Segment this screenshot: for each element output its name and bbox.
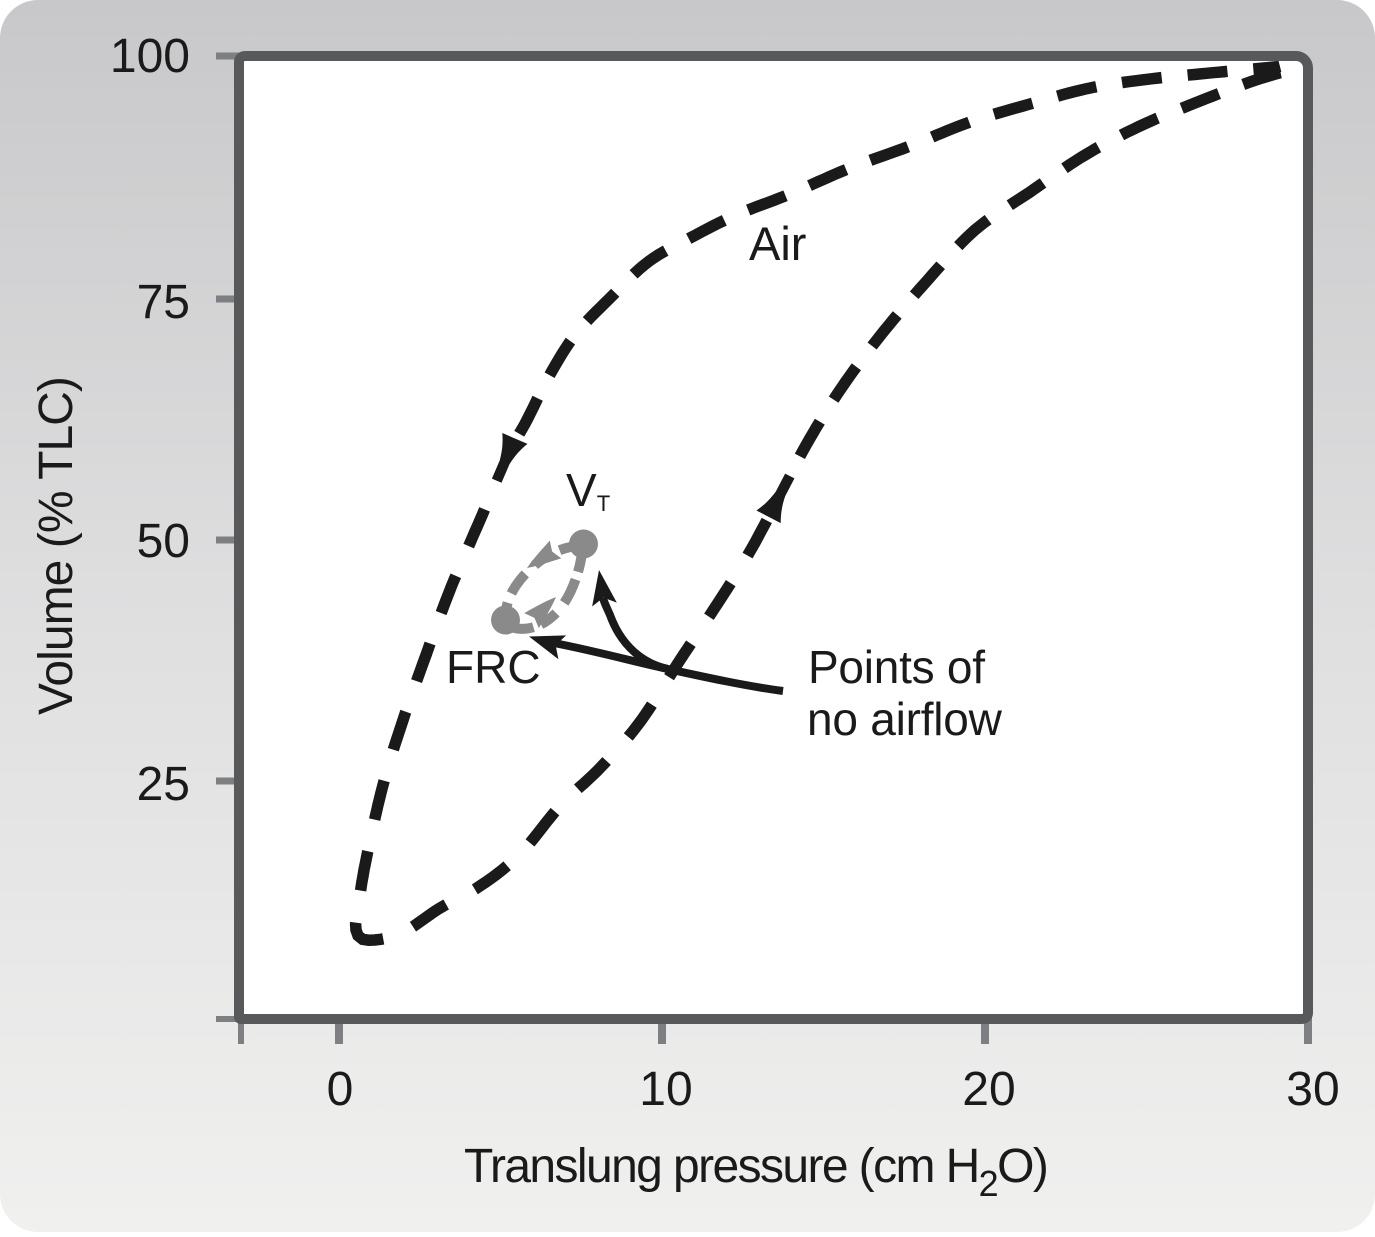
svg-text:Air: Air	[749, 217, 806, 270]
svg-text:10: 10	[639, 1063, 692, 1116]
svg-text:100: 100	[110, 30, 190, 83]
svg-text:75: 75	[137, 276, 190, 329]
svg-text:25: 25	[137, 758, 190, 811]
svg-text:20: 20	[962, 1063, 1015, 1116]
svg-text:no airflow: no airflow	[807, 693, 1003, 745]
svg-text:Points of: Points of	[808, 641, 985, 693]
svg-text:Volume (% TLC): Volume (% TLC)	[30, 377, 83, 715]
svg-text:30: 30	[1286, 1063, 1339, 1116]
svg-text:50: 50	[137, 515, 190, 568]
svg-text:FRC: FRC	[446, 641, 541, 693]
svg-text:0: 0	[327, 1063, 354, 1116]
